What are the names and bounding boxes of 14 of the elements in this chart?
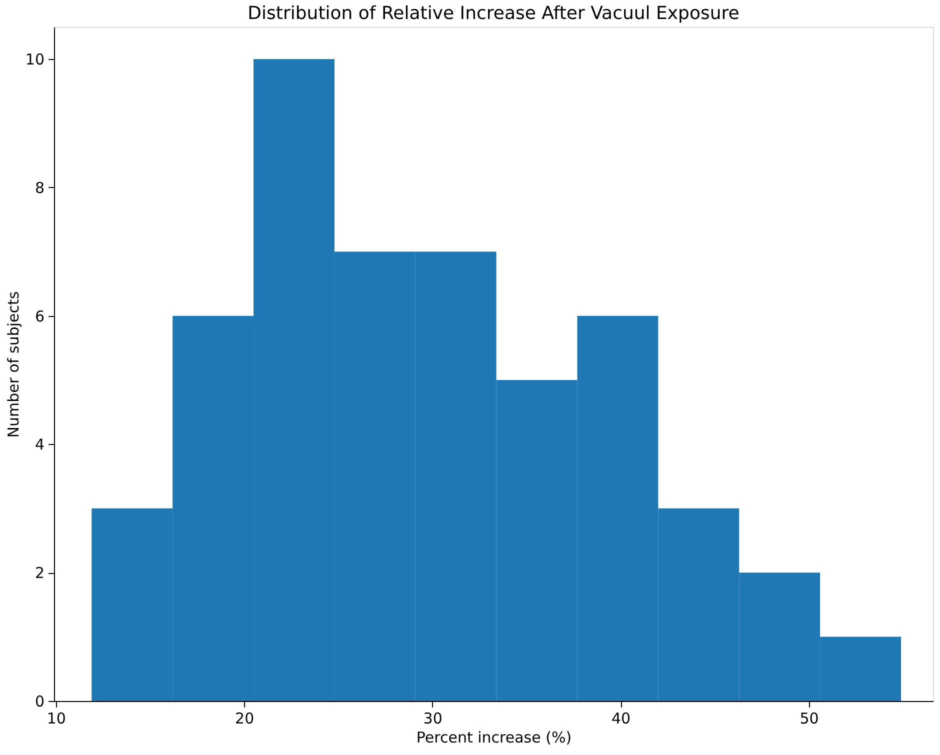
y-tick-label: 10 (25, 50, 44, 69)
x-tick-label: 40 (612, 710, 631, 728)
x-axis-title: Percent increase (%) (416, 728, 572, 746)
x-tick-label: 20 (235, 710, 254, 728)
y-axis-title: Number of subjects (4, 291, 22, 438)
y-tick-label: 8 (34, 178, 44, 197)
x-tick-label: 30 (423, 710, 442, 728)
y-tick-label: 0 (34, 692, 44, 710)
y-tick-label: 2 (34, 564, 44, 582)
y-tick-label: 6 (34, 307, 44, 326)
chart-title: Distribution of Relative Increase After Vacuul Exposure (248, 3, 740, 24)
y-tick-label: 4 (34, 436, 44, 454)
x-tick-label: 10 (46, 710, 66, 728)
x-tick-label: 50 (800, 710, 819, 728)
